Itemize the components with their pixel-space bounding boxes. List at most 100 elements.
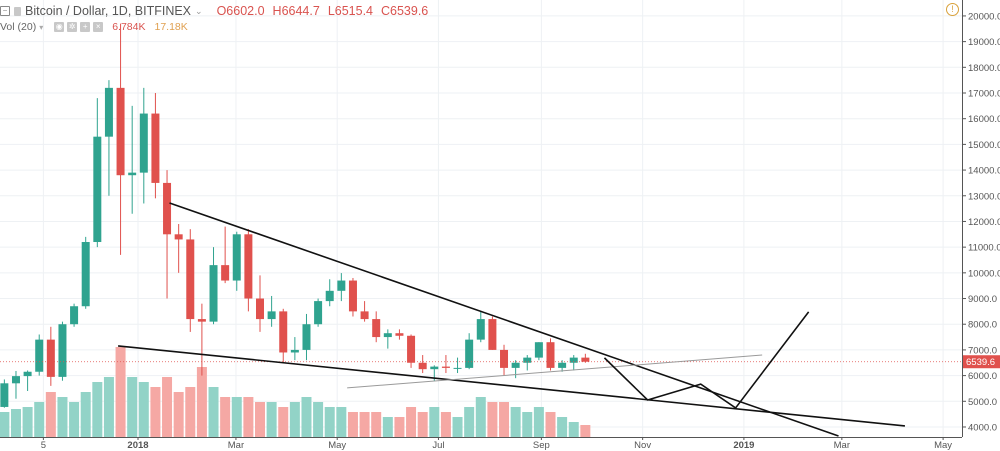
plus-icon[interactable]: + <box>80 22 91 32</box>
candle-body <box>360 311 369 320</box>
y-tick-label: 15000.0 <box>968 140 1000 151</box>
y-tick-label: 18000.0 <box>968 63 1000 74</box>
candle-body <box>81 242 90 307</box>
volume-bar <box>324 407 335 437</box>
chevron-down-icon[interactable]: ⌄ <box>195 5 203 16</box>
chevron-down-icon[interactable]: ▾ <box>39 22 44 32</box>
volume-bar <box>45 392 56 437</box>
candle-body <box>534 342 543 358</box>
y-tick-label: 4000.0 <box>968 422 997 433</box>
symbol-legend: − Bitcoin / Dollar, 1D, BITFINEX ⌄ O6602… <box>0 4 436 18</box>
y-tick-label: 19000.0 <box>968 37 1000 48</box>
volume-bar <box>580 425 591 437</box>
y-tick-label: 16000.0 <box>968 114 1000 125</box>
candle-body <box>372 319 381 338</box>
resistance-trendline[interactable] <box>169 202 839 437</box>
symbol-title[interactable]: Bitcoin / Dollar, 1D, BITFINEX <box>25 4 192 18</box>
high-value: H6644.7 <box>272 4 320 18</box>
gear-icon[interactable]: ✲ <box>67 22 78 32</box>
candle-body <box>267 311 276 320</box>
candle-body <box>488 319 497 350</box>
candle-body <box>500 349 509 368</box>
drawings[interactable] <box>0 202 962 437</box>
y-tick-label: 13000.0 <box>968 191 1000 202</box>
candle-body <box>523 357 532 363</box>
low-value: L6515.4 <box>327 4 373 18</box>
price-axis-bg <box>962 0 1000 451</box>
candle-body <box>244 234 253 299</box>
support-trendline[interactable] <box>117 345 906 427</box>
candle-body <box>407 335 416 363</box>
x-tick-label: 2018 <box>127 440 148 451</box>
x-tick-label: 5 <box>41 440 46 451</box>
candle-body <box>337 280 346 291</box>
volume-bar <box>127 377 138 437</box>
volume-bar <box>464 407 475 437</box>
volume-bar <box>208 387 219 437</box>
candle-body <box>581 357 590 362</box>
volume-bar <box>138 382 149 437</box>
volume-bar <box>10 409 21 437</box>
candle-body <box>58 324 67 377</box>
candle-body <box>104 87 113 137</box>
volume-bar <box>371 412 382 437</box>
candle-body <box>430 366 439 370</box>
volume-bar <box>522 412 533 437</box>
volume-bar <box>452 417 463 437</box>
grid <box>0 0 962 437</box>
volume-bar <box>440 412 451 437</box>
close-value: C6539.6 <box>381 4 429 18</box>
last-price-label: 6539.6 <box>966 357 995 368</box>
volume-bar <box>22 407 33 437</box>
volume-bar <box>429 407 440 437</box>
x-tick-label: Jul <box>432 440 444 451</box>
volume-bar <box>196 367 207 437</box>
collapse-icon[interactable]: − <box>0 6 10 16</box>
volume-bar <box>243 397 254 437</box>
candle-body <box>453 367 462 369</box>
candle-body <box>163 182 172 235</box>
volume-bar <box>115 347 126 437</box>
candle-body <box>151 113 160 183</box>
volume-legend: Vol (20) ▾ ◉ ✲ + × 6.784K 17.18K <box>0 21 188 33</box>
volume-ma-value: 17.18K <box>154 21 188 33</box>
volume-bar <box>313 402 324 437</box>
volume-bar <box>57 397 68 437</box>
volume-bar <box>475 397 486 437</box>
candle-body <box>314 301 323 325</box>
candle-body <box>383 333 392 338</box>
candle-body <box>186 239 195 320</box>
projection-path[interactable] <box>603 311 810 410</box>
gray-trendline[interactable] <box>347 354 763 389</box>
last-price-tag <box>963 355 1000 369</box>
candles <box>0 23 590 408</box>
volume-bar <box>278 407 289 437</box>
alert-icon[interactable]: ! <box>946 3 959 16</box>
volume-bar <box>359 412 370 437</box>
close-icon[interactable]: × <box>93 22 104 32</box>
x-tick-label: Nov <box>634 440 651 451</box>
candle-body <box>139 113 148 173</box>
candle-body <box>209 265 218 322</box>
volume-bar <box>394 417 405 437</box>
volume-bar <box>499 402 510 437</box>
candle-body <box>70 306 79 325</box>
volume-bar <box>266 402 277 437</box>
volume-indicator-label[interactable]: Vol (20) <box>0 21 37 33</box>
volume-bar <box>301 397 312 437</box>
volume-bar <box>557 417 568 437</box>
candle-body <box>116 87 125 176</box>
candle-body <box>197 319 206 322</box>
volume-bar <box>417 412 428 437</box>
y-tick-label: 20000.0 <box>968 11 1000 22</box>
eye-icon[interactable]: ◉ <box>54 22 65 32</box>
candle-body <box>325 290 334 302</box>
candle-body <box>395 333 404 336</box>
y-tick-label: 7000.0 <box>968 345 997 356</box>
volume-bar <box>150 387 161 437</box>
volume-bar <box>347 412 358 437</box>
volume-bar <box>568 422 579 437</box>
symbol-flag-icon <box>14 6 21 16</box>
